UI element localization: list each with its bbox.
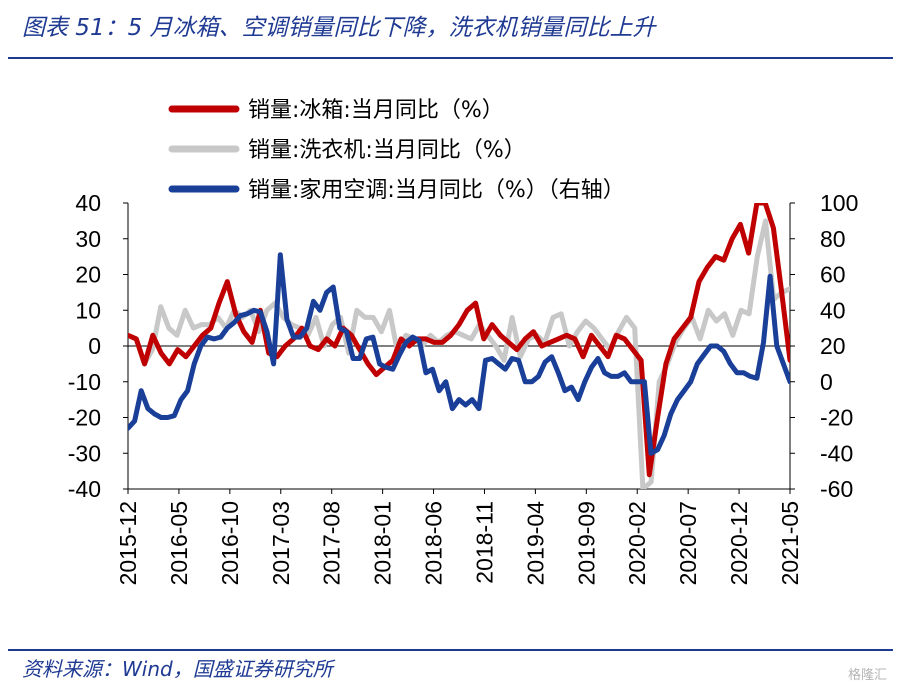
- y-right-tick-label: -20: [820, 405, 853, 431]
- x-tick-label: 2018-01: [370, 501, 396, 585]
- bottom-divider: [8, 649, 893, 651]
- y-right-tick-label: 40: [820, 297, 846, 323]
- source-note: 资料来源：Wind，国盛证券研究所: [22, 657, 333, 681]
- x-tick-label: 2016-05: [166, 501, 192, 585]
- y-left-tick-label: 30: [75, 226, 101, 252]
- y-left-tick-label: 0: [88, 333, 101, 359]
- y-left-tick-label: -40: [68, 476, 101, 502]
- series-line-fridge: [128, 203, 790, 478]
- x-tick-label: 2018-11: [471, 501, 497, 584]
- y-right-tick-label: -40: [820, 440, 853, 466]
- legend-label-ac: 销量:家用空调:当月同比（%）（右轴）: [248, 178, 625, 203]
- y-right-tick-label: 20: [820, 333, 846, 359]
- x-tick-label: 2019-09: [573, 501, 599, 585]
- chart-axes: [127, 203, 791, 490]
- y-left-tick-label: 20: [75, 262, 101, 288]
- y-left-tick-label: 40: [75, 190, 101, 216]
- chart-ticks: 403020100-10-20-30-40100806040200-20-40-…: [68, 190, 859, 585]
- y-left-tick-label: 10: [75, 297, 101, 323]
- x-tick-label: 2021-05: [777, 501, 803, 585]
- series-line-ac: [128, 252, 790, 456]
- chart-legend: 销量:冰箱:当月同比（%） 销量:洗衣机:当月同比（%） 销量:家用空调:当月同…: [168, 98, 625, 203]
- y-right-tick-label: 0: [820, 369, 833, 395]
- y-left-tick-label: -10: [68, 369, 101, 395]
- x-tick-label: 2017-03: [268, 501, 294, 585]
- x-tick-label: 2015-12: [115, 501, 141, 585]
- x-tick-label: 2018-06: [421, 501, 447, 585]
- x-tick-label: 2020-02: [624, 501, 650, 585]
- series-line-washer: [128, 218, 790, 489]
- y-left-tick-label: -20: [68, 405, 101, 431]
- top-divider: [8, 57, 893, 59]
- y-left-tick-label: -30: [68, 440, 101, 466]
- chart-series: [128, 203, 790, 489]
- watermark-logo: 格隆汇: [847, 668, 887, 683]
- x-tick-label: 2019-04: [522, 501, 548, 586]
- y-right-tick-label: 100: [820, 190, 858, 216]
- x-tick-label: 2017-08: [319, 501, 345, 585]
- x-tick-label: 2020-07: [675, 501, 701, 585]
- y-right-tick-label: 80: [820, 226, 846, 252]
- chart-title: 图表 51：5 月冰箱、空调销量同比下降，洗衣机销量同比上升: [22, 15, 656, 41]
- legend-label-washer: 销量:洗衣机:当月同比（%）: [248, 138, 526, 163]
- y-right-tick-label: 60: [820, 262, 846, 288]
- x-tick-label: 2016-10: [217, 501, 243, 585]
- legend-label-fridge: 销量:冰箱:当月同比（%）: [248, 98, 504, 123]
- x-tick-label: 2020-12: [726, 501, 752, 585]
- y-right-tick-label: -60: [820, 476, 853, 502]
